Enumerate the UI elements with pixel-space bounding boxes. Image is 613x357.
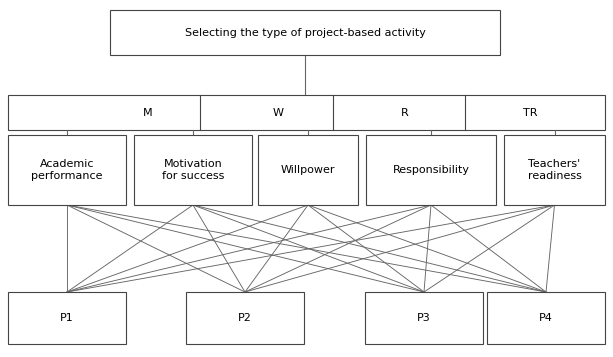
Text: TR: TR [523, 107, 537, 117]
Text: Academic
performance: Academic performance [31, 159, 103, 181]
Text: Responsibility: Responsibility [392, 165, 470, 175]
Text: Selecting the type of project-based activity: Selecting the type of project-based acti… [185, 27, 425, 37]
Text: R: R [401, 107, 409, 117]
FancyBboxPatch shape [365, 292, 483, 344]
FancyBboxPatch shape [8, 135, 126, 205]
FancyBboxPatch shape [366, 135, 496, 205]
FancyBboxPatch shape [487, 292, 605, 344]
FancyBboxPatch shape [8, 95, 605, 130]
FancyBboxPatch shape [8, 292, 126, 344]
FancyBboxPatch shape [110, 10, 500, 55]
FancyBboxPatch shape [134, 135, 252, 205]
Text: M: M [143, 107, 153, 117]
Text: Motivation
for success: Motivation for success [162, 159, 224, 181]
FancyBboxPatch shape [186, 292, 304, 344]
Text: P4: P4 [539, 313, 553, 323]
FancyBboxPatch shape [258, 135, 358, 205]
FancyBboxPatch shape [504, 135, 605, 205]
Text: W: W [273, 107, 283, 117]
Text: Teachers'
readiness: Teachers' readiness [528, 159, 582, 181]
Text: P3: P3 [417, 313, 431, 323]
Text: P2: P2 [238, 313, 252, 323]
Text: P1: P1 [60, 313, 74, 323]
Text: Willpower: Willpower [281, 165, 335, 175]
